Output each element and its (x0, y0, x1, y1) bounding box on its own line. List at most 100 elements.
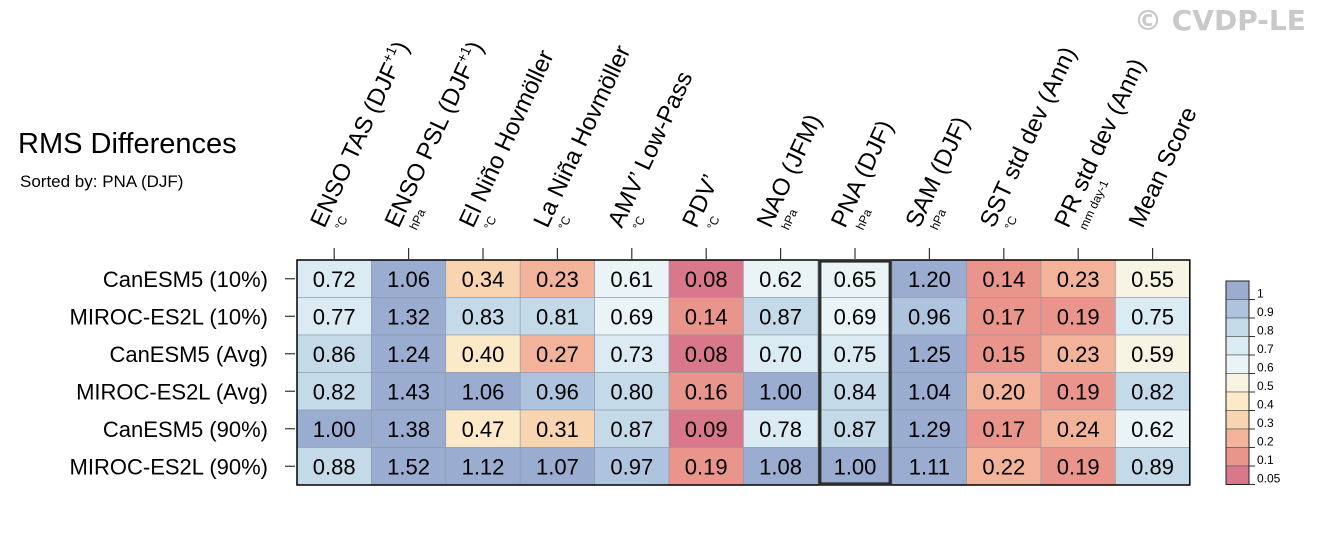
chart-title: RMS Differences (18, 128, 237, 160)
cell-value-label: 0.86 (313, 342, 356, 367)
cell-value-label: 0.17 (982, 417, 1025, 442)
cell-value-label: 0.83 (462, 304, 505, 329)
cell-value-label: 0.19 (1057, 379, 1100, 404)
heatmap-cell (1115, 297, 1191, 336)
column-label-superscript: +1 (453, 43, 474, 64)
cell-value-label: 0.40 (462, 342, 505, 367)
cell-value-label: 0.16 (685, 379, 728, 404)
cell-value-label: 0.72 (313, 267, 356, 292)
heatmap-cell (668, 297, 744, 336)
heatmap-cell (1115, 334, 1191, 373)
colorbar-label: 0.8 (1257, 324, 1274, 338)
cell-value-label: 0.61 (610, 267, 653, 292)
heatmap-cell (1115, 259, 1191, 298)
column-label: Mean Score (1124, 103, 1203, 232)
cell-value-label: 0.87 (834, 417, 877, 442)
row-label: CanESM5 (90%) (103, 417, 268, 442)
chart-subtitle: Sorted by: PNA (DJF) (20, 172, 184, 191)
colorbar-label: 0.1 (1257, 453, 1274, 467)
cell-value-label: 0.09 (685, 417, 728, 442)
column-header: PDV’°C (677, 171, 725, 232)
heatmap-cell (594, 409, 670, 448)
cell-value-label: 1.43 (387, 379, 430, 404)
colorbar-label: 0.4 (1257, 398, 1274, 412)
colorbar-swatch (1225, 354, 1250, 374)
cell-value-label: 0.17 (982, 304, 1025, 329)
heatmap-cell (296, 297, 372, 336)
cell-value-label: 1.29 (908, 417, 951, 442)
cell-value-label: 0.55 (1131, 267, 1174, 292)
heatmap-cell (817, 259, 893, 298)
heatmap-cell (743, 372, 819, 411)
cell-value-label: 1.11 (909, 454, 950, 479)
heatmap-cell (296, 447, 372, 486)
column-unit-label: °C (332, 214, 351, 232)
cell-value-label: 0.08 (685, 267, 728, 292)
cell-value-label: 0.80 (610, 379, 653, 404)
colorbar-swatch (1225, 447, 1250, 467)
cell-value-label: 1.07 (536, 454, 579, 479)
cell-value-label: 0.87 (610, 417, 653, 442)
row-label: CanESM5 (Avg) (109, 342, 268, 367)
cell-value-label: 1.32 (387, 304, 430, 329)
colorbar-swatch (1225, 299, 1250, 319)
cell-value-label: 1.06 (462, 379, 505, 404)
heatmap-cell (296, 372, 372, 411)
heatmap-cell (891, 297, 967, 336)
cell-value-label: 0.73 (610, 342, 653, 367)
heatmap-cell (296, 334, 372, 373)
colorbar-swatch (1225, 428, 1250, 448)
heatmap-cell (594, 372, 670, 411)
heatmap-cell (519, 409, 595, 448)
cell-value-label: 1.00 (834, 454, 877, 479)
cell-value-label: 0.89 (1131, 454, 1174, 479)
column-unit-label: °C (704, 214, 723, 232)
row-label: MIROC-ES2L (10%) (70, 304, 268, 329)
heatmap-cell (966, 334, 1042, 373)
cell-value-label: 1.08 (759, 454, 802, 479)
cell-value-label: 0.69 (834, 304, 877, 329)
cell-value-label: 0.23 (536, 267, 579, 292)
colorbar-label: 0.2 (1257, 435, 1274, 449)
heatmap-cell (743, 447, 819, 486)
column-unit-label: °C (555, 214, 574, 232)
cell-value-label: 0.19 (1057, 454, 1100, 479)
cell-value-label: 0.70 (759, 342, 802, 367)
row-label: MIROC-ES2L (Avg) (76, 379, 268, 404)
cell-value-label: 0.82 (313, 379, 356, 404)
heatmap-cell (817, 409, 893, 448)
cell-value-label: 0.88 (313, 454, 356, 479)
cell-value-label: 1.38 (387, 417, 430, 442)
heatmap-cell (1040, 409, 1116, 448)
cell-value-label: 0.75 (1131, 304, 1174, 329)
heatmap-cell (891, 372, 967, 411)
colorbar-swatch (1225, 336, 1250, 356)
column-header: PNA (DJF)hPa (826, 116, 899, 232)
heatmap-cell (966, 372, 1042, 411)
cell-value-label: 0.47 (462, 417, 505, 442)
cell-value-label: 0.65 (834, 267, 877, 292)
cell-value-label: 0.22 (982, 454, 1025, 479)
cell-value-label: 1.20 (908, 267, 951, 292)
cell-value-label: 0.27 (536, 342, 579, 367)
cell-value-label: 0.87 (759, 304, 802, 329)
cell-value-label: 0.23 (1057, 267, 1100, 292)
cell-value-label: 0.96 (908, 304, 951, 329)
colorbar-label: 0.05 (1257, 472, 1281, 486)
heatmap-cell (445, 334, 521, 373)
cell-value-label: 0.15 (982, 342, 1025, 367)
colorbar-swatch (1225, 317, 1250, 337)
colorbar-swatch (1225, 410, 1250, 430)
column-header: Mean Score (1124, 103, 1203, 232)
colorbar-frame (1225, 280, 1250, 485)
colorbar-swatch (1225, 391, 1250, 411)
heatmap-cell (371, 447, 447, 486)
cell-value-label: 1.52 (387, 454, 430, 479)
column-unit-label: °C (630, 214, 649, 232)
heatmap-cell (519, 334, 595, 373)
cell-value-label: 0.97 (610, 454, 653, 479)
watermark: © CVDP-LE (1134, 4, 1306, 37)
cell-value-label: 0.24 (1057, 417, 1100, 442)
cell-value-label: 1.00 (313, 417, 356, 442)
cell-value-label: 0.08 (685, 342, 728, 367)
